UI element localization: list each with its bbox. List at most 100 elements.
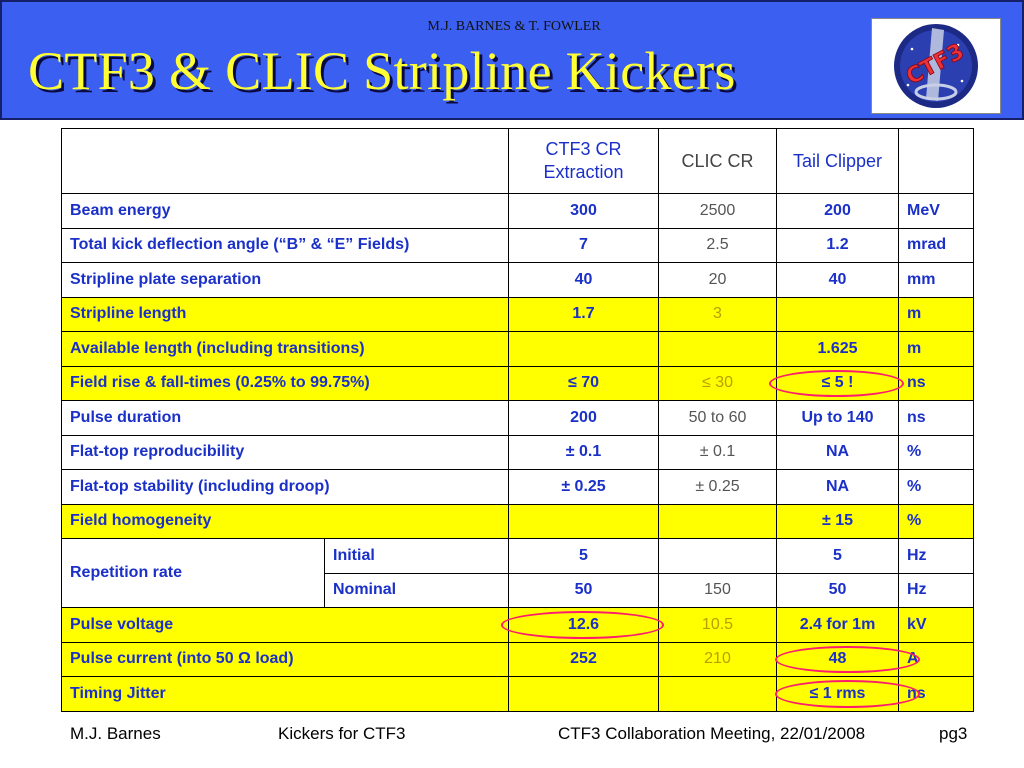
cell-clic: 20 xyxy=(658,262,777,298)
cell-ctf3: ≤ 70 xyxy=(508,365,659,401)
cell-unit: m xyxy=(898,331,974,367)
table-row-beam-energy: Beam energy 300 2500 200 MeV xyxy=(61,193,974,229)
table-row-repetition-initial: Repetition rate Initial 5 5 Hz xyxy=(61,538,974,608)
cell-tail-circled: 48 xyxy=(775,641,921,677)
cell-ctf3 xyxy=(508,676,659,712)
cell-unit: A xyxy=(898,641,974,677)
row-sublabel: Nominal xyxy=(324,572,509,608)
cell-clic: 210 xyxy=(658,641,777,677)
footer-topic: Kickers for CTF3 xyxy=(278,724,406,743)
cell-ctf3: 252 xyxy=(508,641,659,677)
slide-header: M.J. BARNES & T. FOWLER CTF3 & CLIC Stri… xyxy=(0,0,1024,120)
table-row-pulse-current: Pulse current (into 50 Ω load) 252 210 4… xyxy=(61,641,974,677)
table-row-flat-top-reproducibility: Flat-top reproducibility ± 0.1 ± 0.1 NA … xyxy=(61,434,974,470)
cell-ctf3: 1.7 xyxy=(508,296,659,332)
row-label: Pulse current (into 50 Ω load) xyxy=(61,641,509,677)
cell-ctf3: 40 xyxy=(508,262,659,298)
cell-unit: kV xyxy=(898,607,974,643)
cell-unit: MeV xyxy=(898,193,974,229)
cell-tail: 5 xyxy=(776,538,899,574)
row-label: Stripline length xyxy=(61,296,509,332)
cell-unit: ns xyxy=(898,365,974,401)
cell-tail xyxy=(776,296,899,332)
cell-clic: 150 xyxy=(658,572,777,608)
authors-line: M.J. BARNES & T. FOWLER xyxy=(427,19,601,34)
cell-unit: ns xyxy=(898,676,974,712)
table-row-timing-jitter: Timing Jitter ≤ 1 rms ns xyxy=(61,676,974,712)
cell-ctf3: 300 xyxy=(508,193,659,229)
cell-unit: % xyxy=(898,469,974,505)
cell-tail: 200 xyxy=(776,193,899,229)
cell-ctf3: 200 xyxy=(508,400,659,436)
cell-unit: % xyxy=(898,503,974,539)
cell-clic xyxy=(658,538,777,574)
cell-tail-circled: ≤ 5 ! xyxy=(769,365,905,401)
cell-tail: ± 15 xyxy=(776,503,899,539)
footer-page-number: pg3 xyxy=(939,724,968,743)
col-header-clic-cr: CLIC CR xyxy=(658,128,777,194)
cell-clic: 2.5 xyxy=(658,227,777,263)
cell-ctf3-circled: 12.6 xyxy=(501,607,665,643)
header-blank-cell xyxy=(61,128,509,194)
row-label: Stripline plate separation xyxy=(61,262,509,298)
header-row: CTF3 CR Extraction CLIC CR Tail Clipper xyxy=(61,128,974,194)
cell-ctf3 xyxy=(508,503,659,539)
cell-unit: mrad xyxy=(898,227,974,263)
cell-tail: 2.4 for 1m xyxy=(776,607,899,643)
cell-tail: 1.625 xyxy=(776,331,899,367)
col-header-ctf3-cr-extraction: CTF3 CR Extraction xyxy=(508,128,659,194)
specs-table: CTF3 CR Extraction CLIC CR Tail Clipper … xyxy=(61,128,974,712)
table-row-kick-angle: Total kick deflection angle (“B” & “E” F… xyxy=(61,227,974,263)
cell-tail: NA xyxy=(776,434,899,470)
row-sublabel: Initial xyxy=(324,538,509,574)
cell-clic: 3 xyxy=(658,296,777,332)
cell-unit: Hz xyxy=(898,572,974,608)
cell-clic xyxy=(658,676,777,712)
table-row-available-length: Available length (including transitions)… xyxy=(61,331,974,367)
cell-ctf3: 50 xyxy=(508,572,659,608)
cell-tail: 1.2 xyxy=(776,227,899,263)
cell-unit: Hz xyxy=(898,538,974,574)
cell-tail: 40 xyxy=(776,262,899,298)
row-label: Field homogeneity xyxy=(61,503,509,539)
row-label: Timing Jitter xyxy=(61,676,509,712)
row-label: Field rise & fall-times (0.25% to 99.75%… xyxy=(61,365,509,401)
cell-clic: ± 0.25 xyxy=(658,469,777,505)
row-label: Flat-top stability (including droop) xyxy=(61,469,509,505)
cell-clic: 50 to 60 xyxy=(658,400,777,436)
row-label: Total kick deflection angle (“B” & “E” F… xyxy=(61,227,509,263)
row-label: Pulse duration xyxy=(61,400,509,436)
ctf3-logo: CTF3 xyxy=(871,18,1001,114)
cell-tail: Up to 140 xyxy=(776,400,899,436)
cell-unit: m xyxy=(898,296,974,332)
footer-author: M.J. Barnes xyxy=(70,724,161,743)
cell-unit: mm xyxy=(898,262,974,298)
table-row-plate-separation: Stripline plate separation 40 20 40 mm xyxy=(61,262,974,298)
row-label: Pulse voltage xyxy=(61,607,509,643)
footer-meeting: CTF3 Collaboration Meeting, 22/01/2008 xyxy=(558,724,866,743)
col-header-unit-blank xyxy=(898,128,974,194)
table-row-stripline-length: Stripline length 1.7 3 m xyxy=(61,296,974,332)
cell-ctf3: 7 xyxy=(508,227,659,263)
row-label: Available length (including transitions) xyxy=(61,331,509,367)
cell-ctf3 xyxy=(508,331,659,367)
table-row-pulse-voltage: Pulse voltage 12.6 10.5 2.4 for 1m kV xyxy=(61,607,974,643)
cell-clic: ± 0.1 xyxy=(658,434,777,470)
cell-tail: NA xyxy=(776,469,899,505)
table-row-rise-fall-times: Field rise & fall-times (0.25% to 99.75%… xyxy=(61,365,974,401)
cell-unit: ns xyxy=(898,400,974,436)
cell-tail: 50 xyxy=(776,572,899,608)
slide-title: CTF3 & CLIC Stripline Kickers xyxy=(28,41,736,101)
cell-unit: % xyxy=(898,434,974,470)
table-row-pulse-duration: Pulse duration 200 50 to 60 Up to 140 ns xyxy=(61,400,974,436)
table-row-flat-top-stability: Flat-top stability (including droop) ± 0… xyxy=(61,469,974,505)
col-header-tail-clipper: Tail Clipper xyxy=(776,128,899,194)
cell-ctf3: 5 xyxy=(508,538,659,574)
row-label: Flat-top reproducibility xyxy=(61,434,509,470)
ctf3-logo-icon: CTF3 xyxy=(894,24,978,108)
cell-ctf3: ± 0.1 xyxy=(508,434,659,470)
row-label: Beam energy xyxy=(61,193,509,229)
cell-tail-circled: ≤ 1 rms xyxy=(775,676,921,712)
cell-clic: 10.5 xyxy=(658,607,777,643)
cell-clic: 2500 xyxy=(658,193,777,229)
